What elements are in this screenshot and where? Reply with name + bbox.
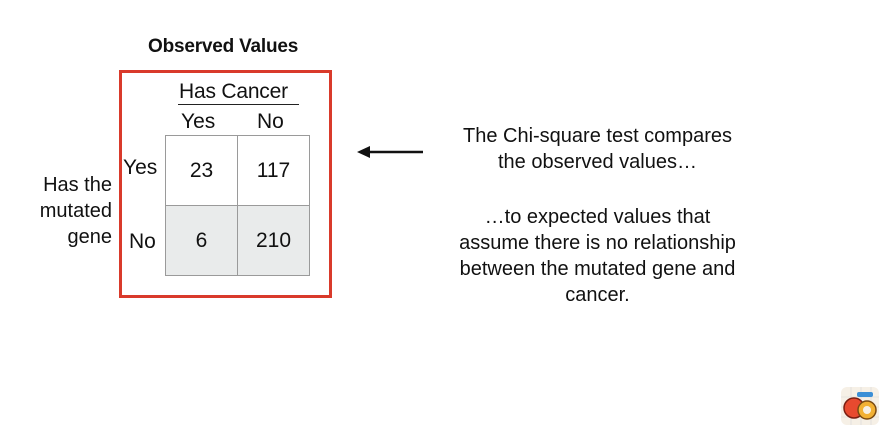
annotation-part-1: The Chi-square test compares the observe… bbox=[430, 123, 765, 175]
annotation-line: The Chi-square test compares bbox=[462, 125, 732, 147]
highlight-box bbox=[119, 70, 332, 298]
table-title: Observed Values bbox=[148, 36, 299, 57]
row-header-yes: Yes bbox=[123, 156, 158, 179]
column-header-yes: Yes bbox=[181, 110, 216, 133]
annotation-line: …to expected values that bbox=[484, 206, 711, 228]
annotation-line: the observed values… bbox=[497, 151, 697, 173]
row-header-no: No bbox=[129, 230, 156, 253]
row-group-label-line: gene bbox=[67, 226, 113, 248]
row-group-label: Has the mutated gene bbox=[20, 172, 112, 250]
annotation-part-2: …to expected values that assume there is… bbox=[430, 204, 765, 308]
column-group-label: Has Cancer bbox=[179, 80, 288, 103]
annotation-line: between the mutated gene and bbox=[459, 258, 736, 280]
cell-yes-yes: 23 bbox=[189, 158, 214, 182]
contingency-table: 23 117 6 210 bbox=[165, 135, 310, 276]
column-header-no: No bbox=[257, 110, 284, 133]
cell-no-no: 210 bbox=[238, 206, 309, 275]
annotation-line: assume there is no relationship bbox=[459, 232, 736, 254]
cell-no-yes: 6 bbox=[166, 206, 237, 275]
row-group-label-line: mutated bbox=[39, 200, 112, 222]
cell-yes-no: 117 bbox=[256, 158, 291, 182]
left-arrow-icon bbox=[357, 146, 423, 158]
channel-logo-icon bbox=[841, 387, 879, 425]
grid-divider-horizontal bbox=[166, 205, 309, 206]
annotation-line: cancer. bbox=[565, 284, 630, 306]
column-group-underline bbox=[178, 104, 299, 105]
row-group-label-line: Has the bbox=[43, 174, 112, 196]
